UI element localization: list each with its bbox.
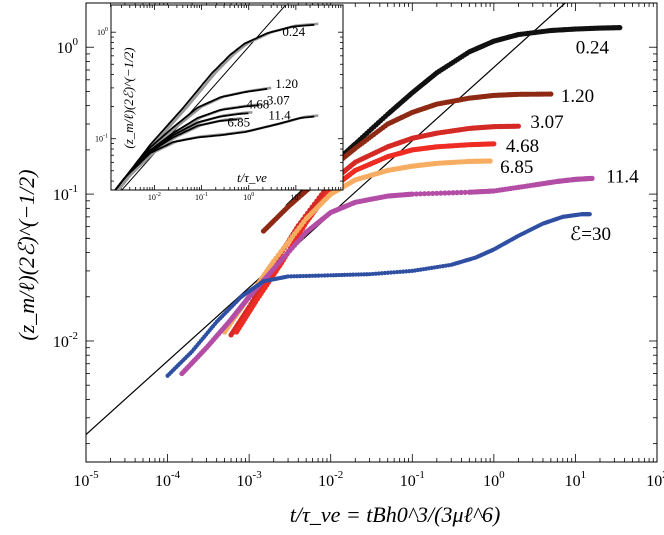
series-label: 11.4	[606, 166, 639, 187]
main-x-tick-label: 10-1	[400, 469, 425, 490]
data-point	[413, 191, 419, 197]
data-point	[307, 273, 312, 278]
main-series-labels-group: 0.24 1.20 3.07 4.686.85 11.4 ℰ=30	[500, 38, 639, 246]
data-point	[401, 269, 406, 274]
series-label: 0.24	[576, 38, 610, 59]
inset-reference-line	[121, 5, 287, 190]
data-point	[289, 274, 294, 279]
inset-series-label: 1.20	[275, 76, 298, 91]
data-point	[370, 271, 375, 277]
data-point	[407, 269, 412, 274]
data-point	[434, 190, 440, 196]
data-point	[404, 269, 409, 274]
series-ℰ=30	[165, 212, 592, 378]
data-point	[587, 212, 592, 217]
inset-x-tick-label: 101	[290, 192, 301, 202]
inset-y-tick-label: 10-1	[95, 134, 108, 144]
inset-x-tick-label: 10-2	[148, 192, 161, 202]
data-point	[292, 274, 297, 279]
inset-y-tick-label: 100	[97, 27, 108, 37]
main-y-tick-label: 10-1	[53, 183, 78, 204]
data-point	[438, 190, 444, 196]
main-x-tick-label: 102	[646, 469, 664, 490]
main-y-tick-label: 100	[57, 36, 79, 57]
inset-y-axis-title: (z_m/ℓ)(2ℰ)^(−1/2)	[121, 47, 136, 148]
data-point	[446, 190, 452, 196]
data-point	[388, 270, 394, 275]
data-point	[295, 274, 300, 279]
data-point	[385, 270, 391, 275]
data-point	[367, 272, 372, 277]
data-point	[421, 191, 428, 197]
data-point	[454, 190, 460, 196]
data-point	[442, 190, 448, 196]
y-axis-title: (z_m/ℓ)(2ℰ)^(−1/2)	[14, 169, 39, 340]
data-point	[325, 273, 330, 278]
data-point	[310, 273, 315, 278]
data-point	[382, 270, 387, 276]
data-point	[379, 271, 384, 276]
inset-series-label: 3.07	[267, 92, 290, 107]
main-x-tick-label: 10-2	[318, 469, 343, 490]
data-point	[617, 25, 623, 31]
data-point	[304, 273, 309, 279]
inset-series-label: 0.24	[282, 24, 305, 39]
data-point	[391, 270, 397, 275]
data-point	[589, 175, 595, 181]
series-label: ℰ=30	[570, 224, 611, 245]
data-point	[394, 269, 400, 275]
data-point	[417, 191, 424, 197]
data-point	[397, 269, 403, 274]
inset-curve-black	[114, 115, 315, 190]
data-point	[319, 273, 324, 278]
data-point	[376, 271, 381, 276]
main-x-tick-label: 10-5	[73, 469, 99, 490]
data-point	[487, 158, 493, 164]
main-x-tick-label: 10-4	[155, 469, 181, 490]
data-point	[373, 271, 378, 276]
inset-series-label: 11.4	[268, 108, 291, 123]
data-point	[313, 273, 318, 278]
data-point	[462, 189, 468, 195]
data-point	[491, 141, 497, 147]
series-3.07	[228, 123, 522, 338]
data-point	[316, 273, 321, 278]
main-x-tick-label: 100	[483, 469, 505, 490]
data-point	[430, 190, 436, 197]
inset-group: 10-2 10-1 100 101 10-1 100 0.24 1.203.074.68 6.8…	[95, 4, 344, 202]
main-x-tick-label: 101	[565, 469, 587, 490]
inset-data-group	[114, 5, 319, 190]
series-1.20	[260, 91, 554, 234]
data-point	[322, 273, 327, 278]
x-axis-title: t/τ_ve = tBh0^3/(3μℓ^6)	[290, 502, 501, 527]
data-point	[298, 274, 303, 279]
inset-x-axis-title: t/τ_ve	[237, 170, 267, 185]
main-y-tick-label: 10-2	[53, 330, 78, 351]
series-11.4	[179, 175, 595, 377]
data-point	[458, 189, 464, 196]
inset-series-label: 4.68	[246, 96, 269, 111]
inset-x-tick-label: 10-1	[195, 192, 208, 202]
data-point	[425, 190, 432, 197]
main-x-tick-label: 10-3	[237, 469, 263, 490]
data-point	[548, 91, 554, 97]
series-label: 6.85	[500, 157, 533, 178]
data-point	[301, 273, 306, 279]
series-label: 3.07	[530, 112, 563, 133]
data-point	[285, 274, 291, 279]
data-point	[515, 123, 522, 129]
series-label: 4.68	[506, 136, 539, 157]
data-point	[450, 190, 456, 196]
inset-series-label: 6.85	[227, 114, 250, 129]
data-point	[409, 191, 415, 197]
series-label: 1.20	[561, 86, 594, 107]
inset-x-tick-label: 100	[243, 192, 254, 202]
series-6.85	[221, 158, 493, 335]
